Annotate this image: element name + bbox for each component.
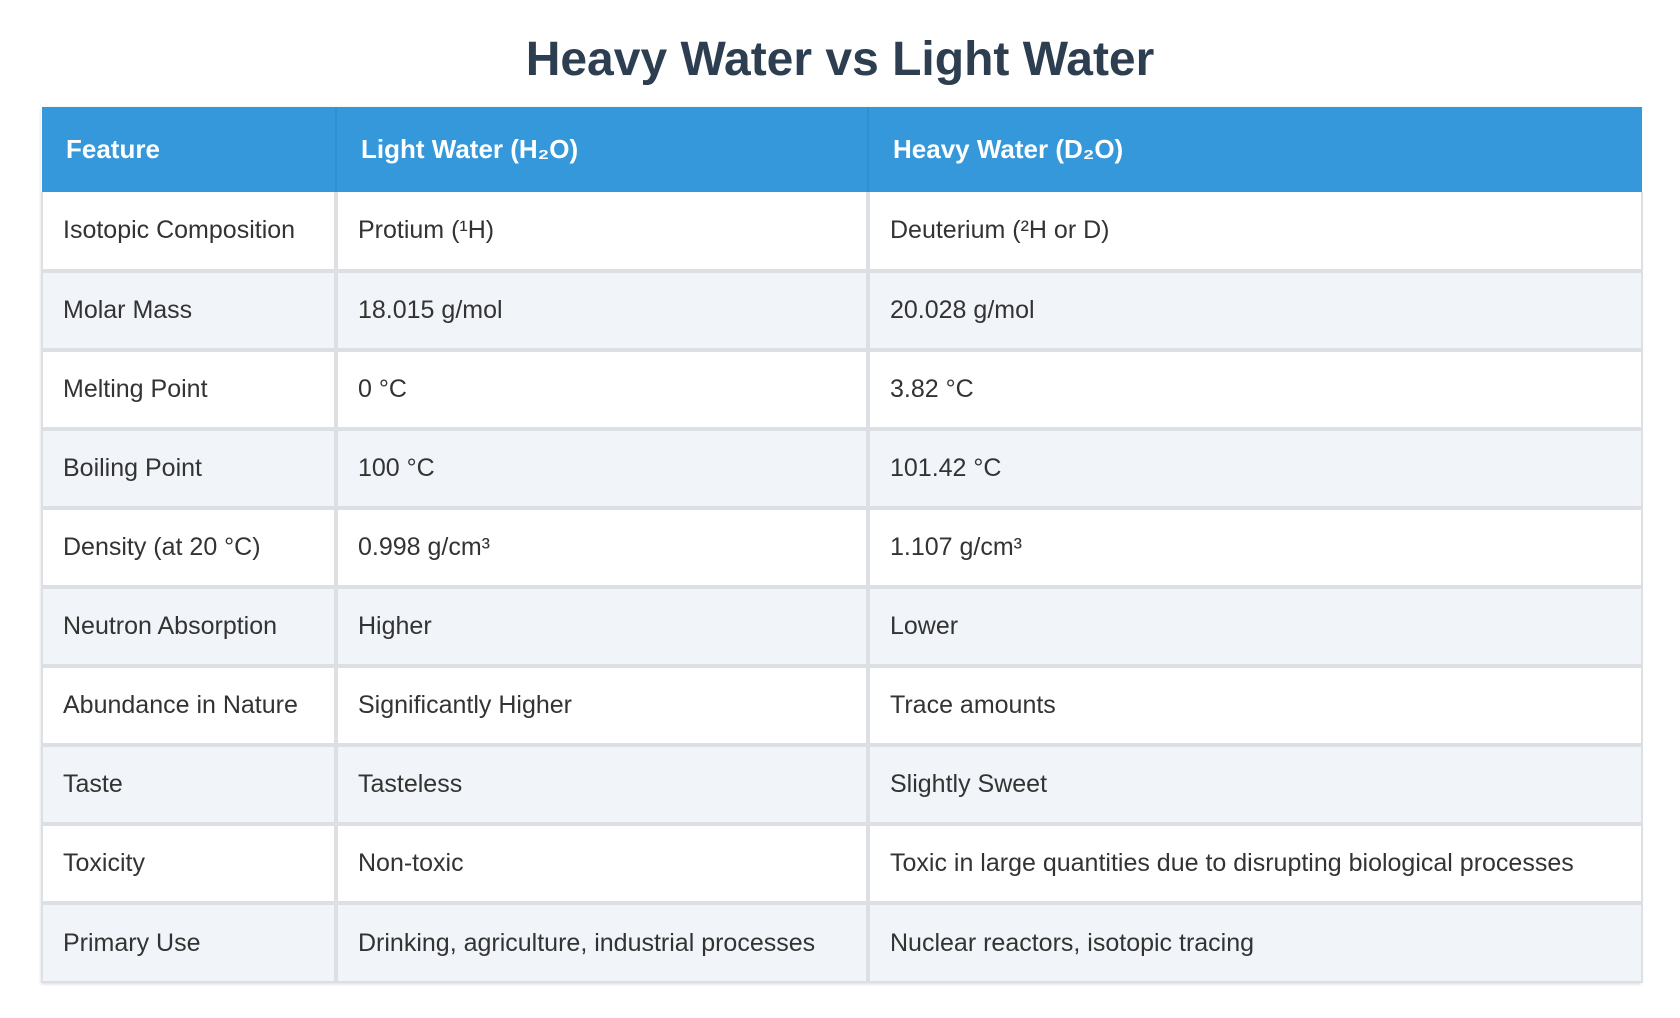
heavy-water-cell: Slightly Sweet (868, 745, 1643, 826)
heavy-water-cell: Deuterium (²H or D) (868, 192, 1643, 273)
table-row: Melting Point 0 °C 3.82 °C (41, 350, 1643, 431)
feature-cell: Taste (41, 745, 338, 826)
table-row: Isotopic Composition Protium (¹H) Deuter… (41, 192, 1643, 273)
heavy-water-cell: 1.107 g/cm³ (868, 508, 1643, 589)
table-row: Neutron Absorption Higher Lower (41, 587, 1643, 668)
feature-cell: Primary Use (41, 903, 338, 983)
header-row: Feature Light Water (H₂O) Heavy Water (D… (42, 107, 1642, 192)
heavy-water-cell: 101.42 °C (868, 429, 1643, 510)
light-water-cell: Significantly Higher (336, 666, 870, 747)
heavy-water-cell: Trace amounts (868, 666, 1643, 747)
light-water-cell: Protium (¹H) (336, 192, 870, 273)
table-row: Abundance in Nature Significantly Higher… (41, 666, 1643, 747)
comparison-table-container: Feature Light Water (H₂O) Heavy Water (D… (41, 107, 1643, 983)
light-water-cell: 100 °C (336, 429, 870, 510)
light-water-cell: 18.015 g/mol (336, 271, 870, 352)
light-water-cell: Higher (336, 587, 870, 668)
table-row: Taste Tasteless Slightly Sweet (41, 745, 1643, 826)
feature-cell: Density (at 20 °C) (41, 508, 338, 589)
heavy-water-cell: Toxic in large quantities due to disrupt… (868, 824, 1643, 905)
header-heavy-water: Heavy Water (D₂O) (868, 107, 1642, 192)
table-row: Toxicity Non-toxic Toxic in large quanti… (41, 824, 1643, 905)
feature-cell: Isotopic Composition (41, 192, 338, 273)
light-water-cell: Drinking, agriculture, industrial proces… (336, 903, 870, 983)
table-row: Primary Use Drinking, agriculture, indus… (41, 903, 1643, 983)
feature-cell: Molar Mass (41, 271, 338, 352)
comparison-table: Feature Light Water (H₂O) Heavy Water (D… (41, 107, 1643, 983)
table-row: Boiling Point 100 °C 101.42 °C (41, 429, 1643, 510)
header-feature: Feature (42, 107, 337, 192)
table-row: Density (at 20 °C) 0.998 g/cm³ 1.107 g/c… (41, 508, 1643, 589)
table-body: Isotopic Composition Protium (¹H) Deuter… (41, 192, 1643, 983)
heavy-water-cell: Nuclear reactors, isotopic tracing (868, 903, 1643, 983)
header-light-water: Light Water (H₂O) (336, 107, 869, 192)
table-header: Feature Light Water (H₂O) Heavy Water (D… (42, 107, 1642, 192)
heavy-water-cell: 3.82 °C (868, 350, 1643, 431)
table-row: Molar Mass 18.015 g/mol 20.028 g/mol (41, 271, 1643, 352)
feature-cell: Boiling Point (41, 429, 338, 510)
light-water-cell: 0.998 g/cm³ (336, 508, 870, 589)
heavy-water-cell: 20.028 g/mol (868, 271, 1643, 352)
light-water-cell: Tasteless (336, 745, 870, 826)
feature-cell: Toxicity (41, 824, 338, 905)
feature-cell: Abundance in Nature (41, 666, 338, 747)
light-water-cell: 0 °C (336, 350, 870, 431)
page-title: Heavy Water vs Light Water (525, 33, 1155, 86)
feature-cell: Melting Point (41, 350, 338, 431)
heavy-water-cell: Lower (868, 587, 1643, 668)
light-water-cell: Non-toxic (336, 824, 870, 905)
feature-cell: Neutron Absorption (41, 587, 338, 668)
